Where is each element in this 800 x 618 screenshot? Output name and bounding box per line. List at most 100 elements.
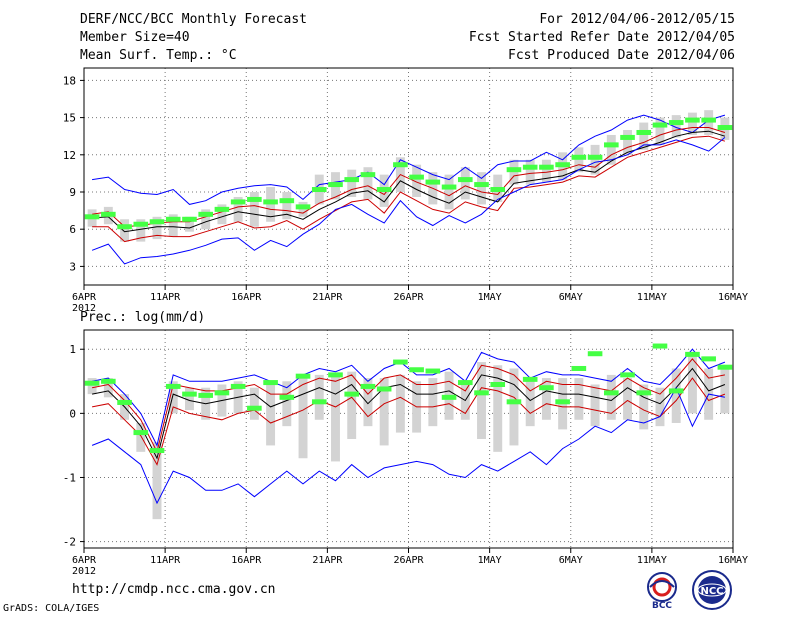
observation-marker xyxy=(441,184,457,190)
series-line-ensemble-mean xyxy=(92,130,726,233)
spread-bar xyxy=(671,368,681,423)
observation-marker xyxy=(685,117,700,123)
observation-marker xyxy=(101,378,116,384)
observation-marker xyxy=(247,405,262,411)
spread-bar xyxy=(477,362,486,439)
x-tick-label: 16MAY xyxy=(718,555,748,566)
x-tick-label: 1MAY xyxy=(478,292,502,303)
observation-marker xyxy=(279,394,295,400)
observation-marker xyxy=(701,117,716,123)
observation-marker xyxy=(604,390,619,396)
y-tick-label: 12 xyxy=(63,149,76,162)
spread-bar xyxy=(606,374,616,420)
series-line-10th-percentile xyxy=(92,135,726,243)
observation-marker xyxy=(133,221,149,227)
x-tick-label: 21APR xyxy=(312,555,343,566)
spread-bar xyxy=(687,355,697,414)
y-tick-label: -2 xyxy=(63,536,76,549)
observation-marker xyxy=(409,174,424,180)
y-tick-label: 0 xyxy=(69,407,76,420)
chart-panel-1: 3 6 9 12 15 18 6APR 11APR 16APR 21APR 26APR 1MAY 6MA… xyxy=(63,67,748,314)
spread-bar xyxy=(233,196,243,222)
spread-bar xyxy=(590,384,600,427)
series-line-90th-percentile xyxy=(92,358,725,454)
observation-marker xyxy=(263,199,278,205)
source-url[interactable]: http://cmdp.ncc.cma.gov.cn xyxy=(72,582,276,597)
spread-bar xyxy=(574,378,584,420)
spread-bar xyxy=(249,192,259,227)
observation-marker xyxy=(717,125,733,131)
spread-bar xyxy=(120,219,130,242)
observation-marker xyxy=(409,367,424,373)
y-tick-label: 15 xyxy=(63,112,76,125)
spread-bar xyxy=(493,365,503,452)
observation-marker xyxy=(636,129,652,135)
spread-bar xyxy=(201,209,211,230)
observation-marker xyxy=(555,162,570,168)
observation-marker xyxy=(295,204,311,210)
series-line-ensemble-min xyxy=(91,386,725,505)
x-tick-label: 16MAY xyxy=(718,292,748,303)
spread-bar xyxy=(639,384,649,430)
x-tick-label: 11MAY xyxy=(637,292,667,303)
grads-credit: GrADS: COLA/IGES xyxy=(3,603,100,614)
observation-marker xyxy=(230,383,246,389)
spread-bar xyxy=(152,442,162,520)
x-year-label: 2012 xyxy=(72,303,96,314)
observation-marker xyxy=(344,391,360,397)
observation-marker xyxy=(344,177,360,183)
spread-bar xyxy=(282,381,292,427)
observation-marker xyxy=(587,351,603,357)
spread-bar xyxy=(87,378,97,395)
series-line-10th-percentile xyxy=(92,377,726,466)
x-tick-label: 16APR xyxy=(231,292,262,303)
spread-bar xyxy=(460,167,470,200)
observation-marker xyxy=(101,211,116,217)
observation-marker xyxy=(717,364,733,370)
observation-marker xyxy=(425,368,441,374)
forecast-period: For 2012/04/06-2012/05/15 xyxy=(539,12,735,27)
observation-marker xyxy=(263,380,278,386)
spread-bar xyxy=(266,384,276,446)
spread-bar xyxy=(412,164,422,197)
spread-bar xyxy=(103,378,113,398)
observation-marker xyxy=(376,187,392,193)
observation-marker xyxy=(165,216,181,222)
observation-marker xyxy=(441,394,457,400)
spread-bar xyxy=(541,159,551,183)
observation-marker xyxy=(117,224,132,230)
observation-marker xyxy=(457,380,473,386)
spread-bar xyxy=(363,378,373,427)
observation-marker xyxy=(149,219,165,225)
observation-marker xyxy=(295,373,311,379)
ncc-logo-icon: NCC xyxy=(692,570,732,610)
observation-marker xyxy=(360,172,376,178)
observation-marker xyxy=(587,154,603,160)
observation-marker xyxy=(84,214,100,220)
x-tick-label: 26APR xyxy=(393,292,424,303)
plot-frame xyxy=(83,329,734,549)
observation-marker xyxy=(214,390,230,396)
observation-marker xyxy=(117,399,132,405)
spread-bar xyxy=(428,378,438,427)
observation-marker xyxy=(474,182,489,188)
observation-marker xyxy=(84,380,100,386)
observation-marker xyxy=(555,399,570,405)
spread-bar xyxy=(136,422,146,452)
spread-bar xyxy=(477,172,486,205)
observation-marker xyxy=(198,211,213,217)
spread-bar xyxy=(639,122,649,150)
spread-bar xyxy=(623,378,632,420)
observation-marker xyxy=(522,376,538,382)
spread-bar xyxy=(379,378,389,446)
x-tick-label: 6MAY xyxy=(559,292,583,303)
y-tick-label: 1 xyxy=(69,343,76,356)
observation-marker xyxy=(490,187,506,193)
y-tick-label: -1 xyxy=(63,471,76,484)
observation-marker xyxy=(539,164,554,170)
spread-bar xyxy=(395,374,405,433)
observation-marker xyxy=(652,122,668,128)
spread-bar xyxy=(217,204,227,225)
observation-marker xyxy=(133,430,149,436)
